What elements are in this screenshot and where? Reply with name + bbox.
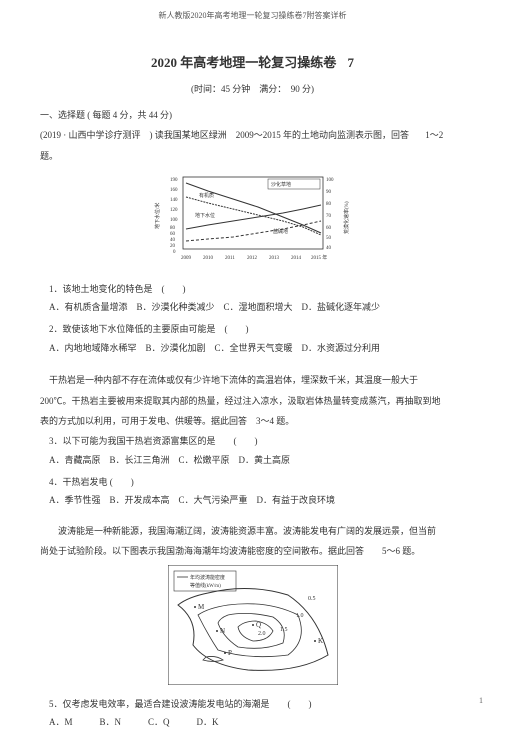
page-title: 2020 年高考地理一轮复习操练卷 7: [40, 53, 465, 74]
svg-text:50: 50: [326, 236, 332, 241]
svg-text:2010: 2010: [203, 256, 214, 261]
chart-1-figure: 190 160 140 120 100 80 60 40 20 0 100 90…: [40, 169, 465, 273]
page-number: 1: [479, 695, 483, 708]
question-4: 4．干热岩发电 ( ): [49, 475, 465, 489]
title-main: 2020 年高考地理一轮复习操练卷: [151, 55, 336, 70]
svg-text:荒漠化速率(%): 荒漠化速率(%): [343, 201, 350, 234]
svg-text:有机质: 有机质: [199, 192, 214, 199]
svg-text:60: 60: [326, 226, 332, 231]
svg-text:40: 40: [326, 246, 332, 251]
svg-text:M: M: [198, 603, 205, 611]
exam-subtitle: (时间：45 分钟 满分： 90 分): [40, 82, 465, 96]
svg-text:20: 20: [170, 244, 176, 249]
spacer: [40, 363, 465, 373]
spacer: [40, 516, 465, 524]
header-note: 新人教版2020年高考地理一轮复习操练卷7附答案详析: [40, 10, 465, 23]
svg-text:80: 80: [326, 202, 332, 207]
svg-text:0.5: 0.5: [308, 596, 316, 602]
svg-text:等值线(kW/m): 等值线(kW/m): [190, 582, 221, 589]
svg-text:2012: 2012: [247, 256, 258, 261]
svg-text:2011: 2011: [225, 256, 235, 261]
svg-text:2009: 2009: [181, 256, 192, 261]
chart1-ltick: 190: [170, 178, 178, 183]
svg-text:2015 年: 2015 年: [311, 254, 327, 261]
svg-text:140: 140: [170, 198, 178, 203]
question-4-options: A．季节性强 B．开发成本高 C．大气污染严重 D．有益于改良环境: [49, 493, 465, 507]
intro-3b: 尚处于试验阶段。以下图表示我国渤海海潮年均波涛能密度的空间散布。据此回答 5～6…: [40, 544, 465, 558]
question-3-options: A．青藏高原 B．长江三角洲 C．松嫩平原 D．黄土高原: [49, 453, 465, 467]
chart-1-svg: 190 160 140 120 100 80 60 40 20 0 100 90…: [153, 169, 353, 269]
svg-text:2014: 2014: [291, 256, 302, 261]
svg-text:沙化草地: 沙化草地: [271, 181, 291, 188]
svg-text:2013: 2013: [269, 256, 280, 261]
svg-text:N: N: [220, 627, 225, 635]
svg-text:90: 90: [326, 190, 332, 195]
svg-text:80: 80: [170, 226, 176, 231]
svg-text:60: 60: [170, 232, 176, 237]
question-3: 3．以下可能为我国干热岩资源富集区的是 ( ): [49, 434, 465, 448]
intro-2a: 干热岩是一种内部不存在流体或仅有少许地下流体的高温岩体，埋深数千米，其温度一般大…: [40, 373, 465, 387]
intro-3a: 波涛能是一种新能源，我国海潮辽阔，波涛能资源丰富。波涛能发电有广阔的发展远景，但…: [40, 524, 465, 538]
svg-text:1.0: 1.0: [296, 613, 304, 619]
question-5: 5．仅考虑发电效率，最适合建设波涛能发电站的海潮是 ( ): [49, 697, 465, 711]
map-svg: 年均波涛能密度 等值线(kW/m) 0.5 1.0 1.5 2.0 M N P …: [168, 565, 338, 685]
svg-text:120: 120: [170, 208, 178, 213]
question-2: 2．致使该地下水位降低的主要原由可能是 ( ): [49, 322, 465, 336]
intro-2c: 表的方式加以利用，可用于发电、供暖等。据此回答 3～4 题。: [40, 414, 465, 428]
svg-text:Q: Q: [256, 621, 261, 629]
svg-text:年均波涛能密度: 年均波涛能密度: [190, 574, 225, 581]
intro-1b: 1～2: [425, 130, 443, 140]
svg-text:100: 100: [170, 218, 178, 223]
svg-text:160: 160: [170, 188, 178, 193]
svg-text:地下水位: 地下水位: [195, 212, 215, 219]
question-2-options: A．内地地域降水稀罕 B．沙漠化加剧 C．全世界天气变暖 D．水资源过分利用: [49, 341, 465, 355]
question-1: 1．该地土地变化的特色是 ( ): [49, 282, 465, 296]
intro-1c: 题。: [40, 149, 465, 163]
title-num: 7: [348, 55, 355, 70]
section-1-heading: 一、选择题 ( 每题 4 分，共 44 分): [40, 108, 465, 122]
intro-2b: 200℃。干热岩主要被用来提取其内部的热量，经过注入凉水，汲取岩体热量转变成蒸汽…: [40, 394, 465, 408]
svg-text:P: P: [228, 649, 232, 657]
svg-text:2.0: 2.0: [258, 631, 266, 637]
question-5-options: A．M B．N C．Q D．K: [49, 715, 465, 729]
intro-1: (2019 · 山西中学诊疗测评 ) 读我国某地区绿洲 2009～2015 年的…: [40, 128, 465, 142]
svg-text:1.5: 1.5: [280, 627, 288, 633]
svg-text:70: 70: [326, 214, 332, 219]
svg-text:地下水位/米: 地下水位/米: [154, 203, 161, 229]
question-1-options: A．有机质含量增添 B．沙漠化种类减少 C．湿地面积增大 D．盐碱化逐年减少: [49, 300, 465, 314]
svg-text:100: 100: [326, 178, 334, 183]
svg-text:盐碱地: 盐碱地: [273, 228, 288, 235]
map-figure: 年均波涛能密度 等值线(kW/m) 0.5 1.0 1.5 2.0 M N P …: [40, 565, 465, 689]
intro-1a: (2019 · 山西中学诊疗测评 ) 读我国某地区绿洲 2009～2015 年的…: [40, 130, 409, 140]
svg-text:K: K: [318, 637, 323, 645]
svg-text:40: 40: [170, 238, 176, 243]
